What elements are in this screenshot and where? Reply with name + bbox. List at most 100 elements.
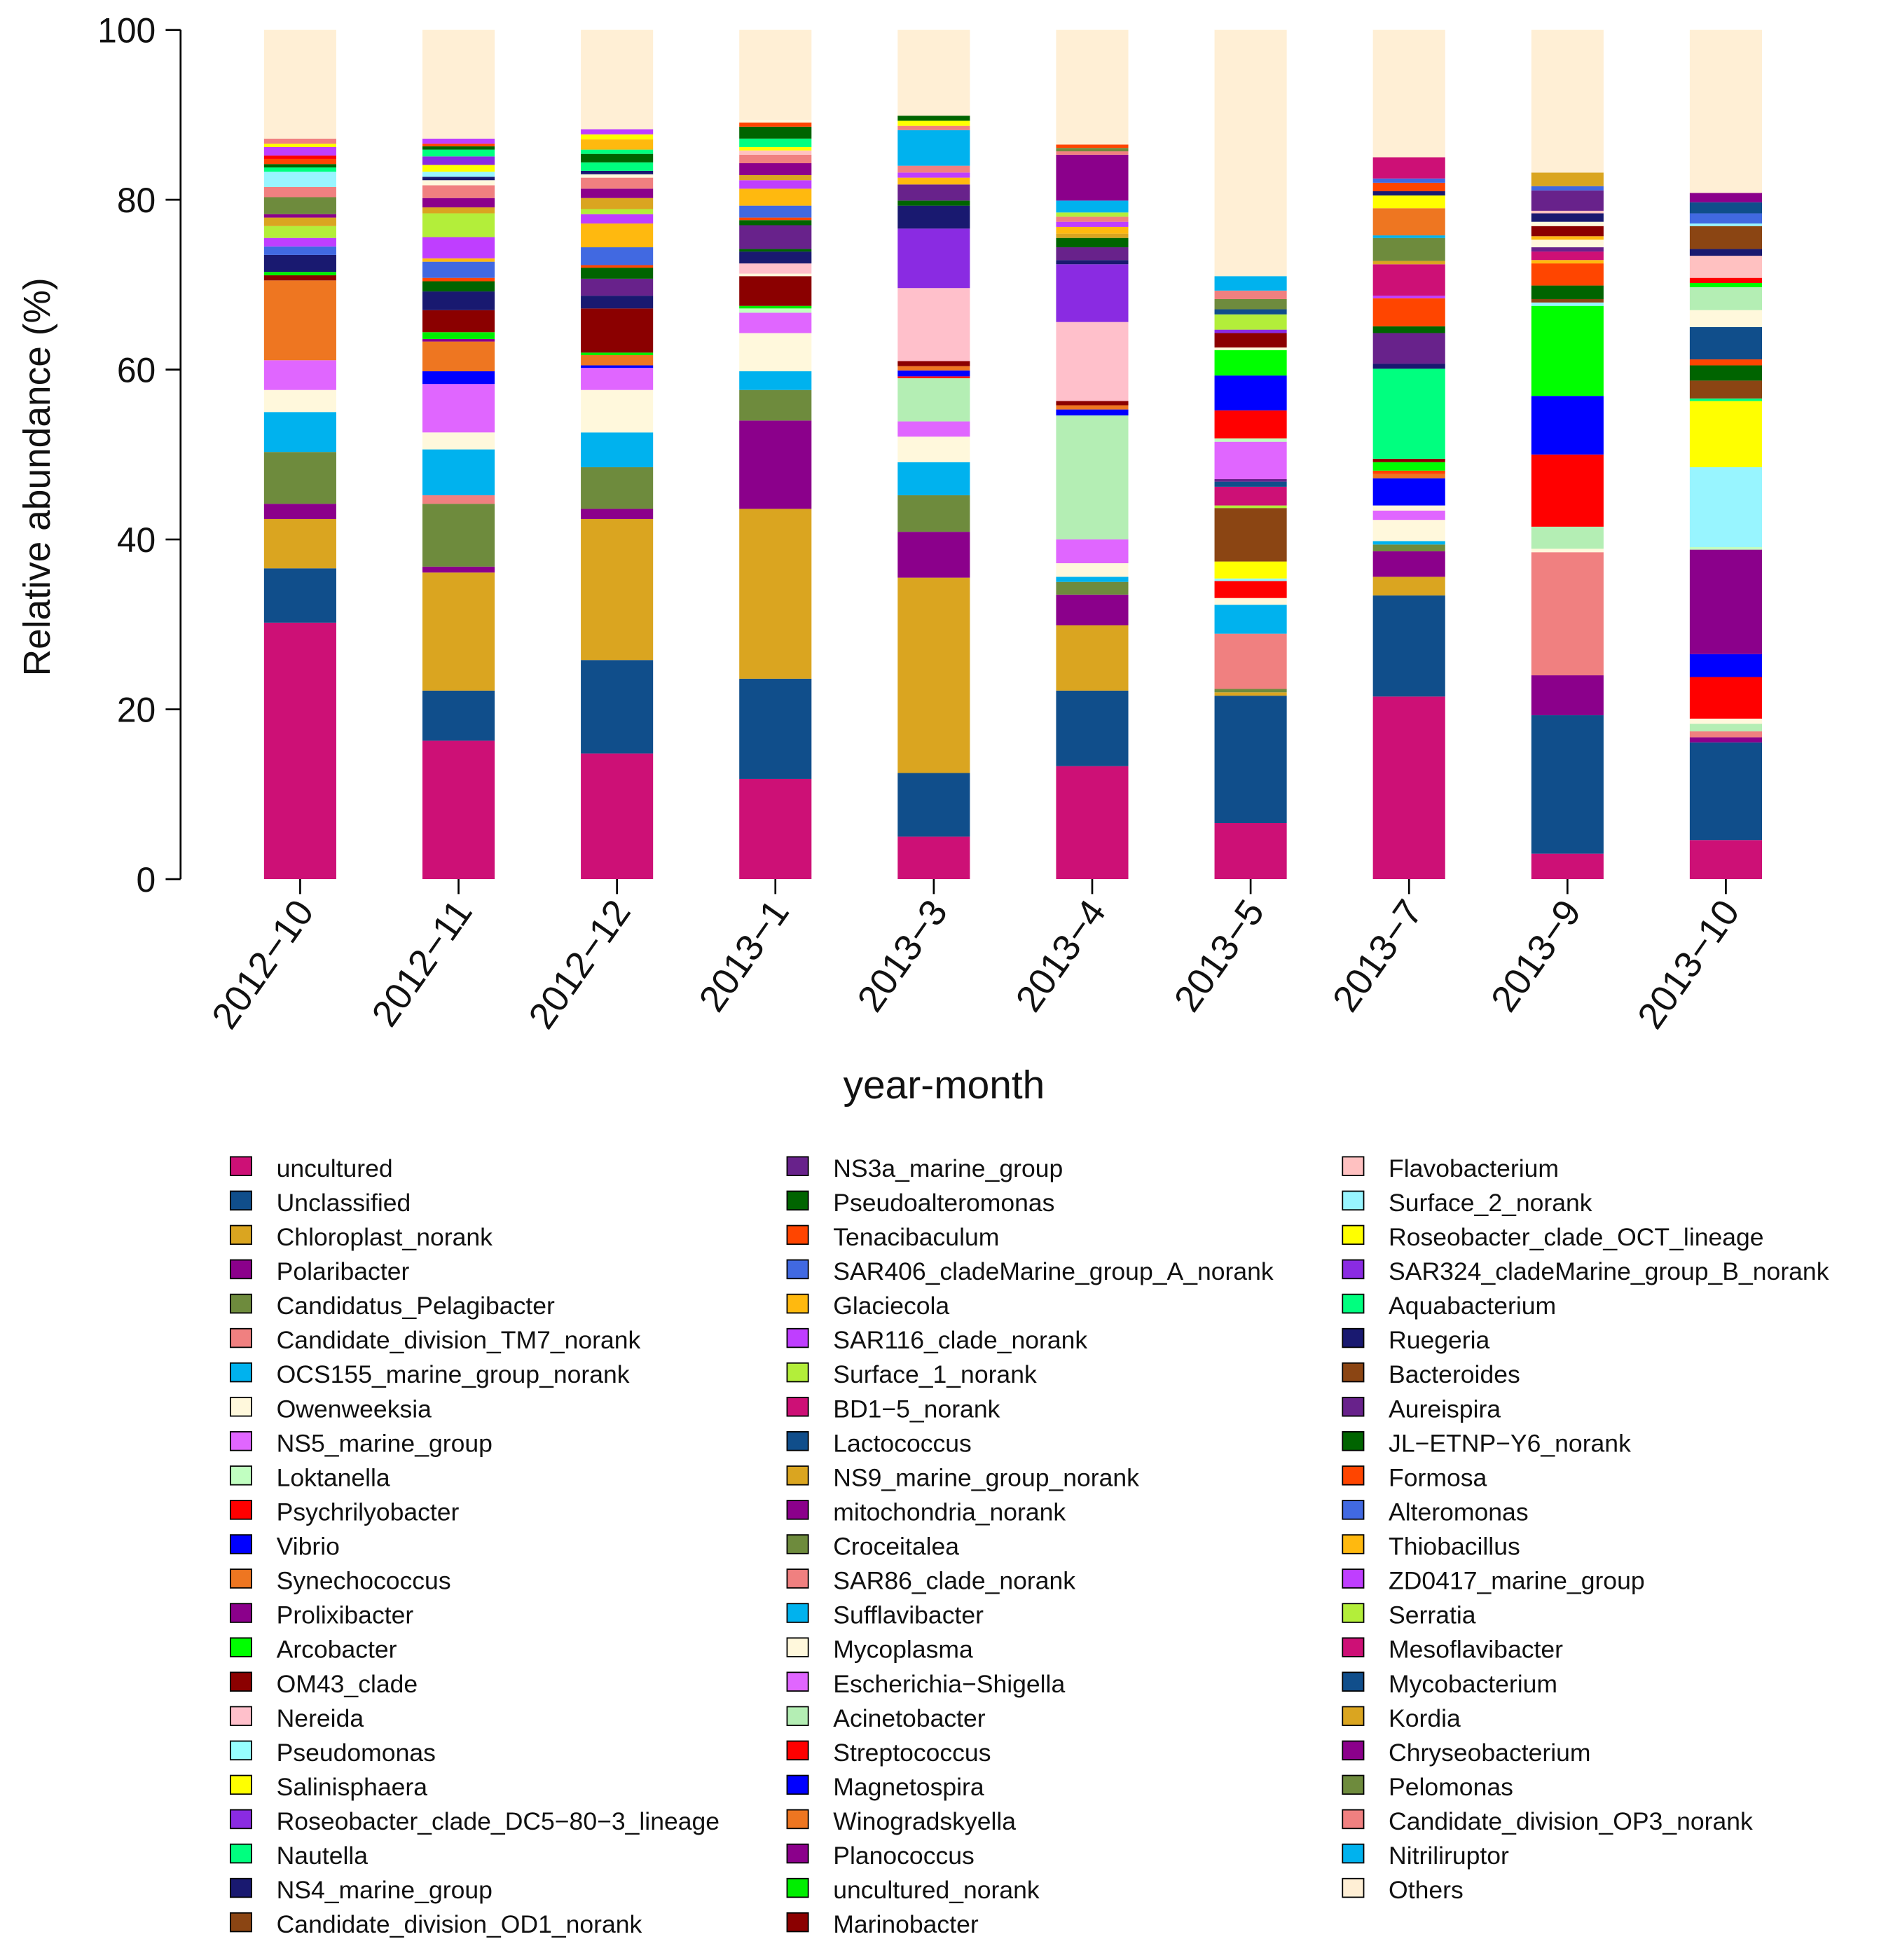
bar-segment-formosa	[1689, 359, 1762, 366]
bar-segment-bacteroides	[1689, 226, 1762, 249]
bar-segment-ocs155-marine-group-norank	[1372, 541, 1445, 545]
legend-item: Kordia	[1342, 1704, 1461, 1732]
legend-item: Others	[1342, 1876, 1464, 1904]
bar-segment-unclassified	[1372, 595, 1445, 697]
bar-segment-surface-1-norank	[581, 209, 654, 214]
bar-segment-sar116-clade-norank	[739, 180, 812, 189]
bar-segment-mesoflavibacter	[1531, 251, 1604, 261]
legend-item: Roseobacter_clade_OCT_lineage	[1342, 1223, 1764, 1251]
legend-label: Thiobacillus	[1389, 1533, 1520, 1561]
bar-segment-vibrio	[1689, 654, 1762, 677]
bar-segment-jl-etnp-y6-norank	[422, 281, 495, 292]
bar-segment-others	[739, 29, 812, 120]
bar-segment-streptococcus	[263, 156, 336, 159]
legend-item: Serratia	[1342, 1601, 1476, 1629]
legend-swatch	[229, 1396, 252, 1417]
legend-item: Candidate_division_OP3_norank	[1342, 1807, 1753, 1835]
legend-label: Lactococcus	[833, 1429, 972, 1457]
legend-item: Roseobacter_clade_DC5−80−3_lineage	[229, 1807, 720, 1835]
bar-segment-ruegeria	[1689, 249, 1762, 256]
bar-segment-owenweeksia	[1689, 718, 1762, 724]
bar-segment-kordia	[1056, 233, 1129, 238]
bar-segment-ns5-marine-group	[422, 384, 495, 433]
legend-swatch	[786, 1224, 809, 1245]
legend-swatch	[786, 1396, 809, 1417]
legend-swatch	[786, 1568, 809, 1589]
legend-swatch	[229, 1534, 252, 1554]
legend-swatch	[786, 1637, 809, 1657]
bar-segment-uncultured	[1214, 822, 1287, 880]
bar-segment-sar116-clade-norank	[263, 237, 336, 247]
bar-segment-ocs155-marine-group-norank	[1214, 605, 1287, 634]
legend-label: Candidate_division_OD1_norank	[277, 1910, 642, 1938]
bar-segment-om43-clade	[1372, 458, 1445, 462]
legend-label: Planococcus	[833, 1842, 975, 1870]
legend-swatch	[786, 1912, 809, 1933]
bar-segment-unclassified	[739, 678, 812, 779]
bar-segment-arcobacter	[1531, 305, 1604, 396]
legend-item: SAR86_clade_norank	[786, 1567, 1075, 1595]
legend-label: Candidatus_Pelagibacter	[277, 1292, 555, 1320]
legend-label: SAR86_clade_norank	[833, 1567, 1075, 1595]
bar-segment-mitochondria-norank	[422, 338, 495, 342]
bar-segment-owenweeksia	[1689, 310, 1762, 327]
bar-segment-polaribacter	[1056, 154, 1129, 201]
legend-label: Kordia	[1389, 1704, 1461, 1732]
legend-item: Aquabacterium	[1342, 1292, 1556, 1320]
legend-swatch	[229, 1877, 252, 1898]
legend-swatch	[786, 1156, 809, 1176]
bar-segment-thiobacillus	[1531, 260, 1604, 264]
legend-swatch	[229, 1293, 252, 1314]
legend-swatch	[1342, 1740, 1365, 1761]
bar-segment-sar406-clademarine-group-a-norank	[739, 205, 812, 218]
x-tick-label: 2013−7	[1325, 892, 1431, 1019]
legend-swatch	[786, 1327, 809, 1348]
bar-segment-polaribacter	[581, 509, 654, 519]
bar-segment-glaciecola	[581, 223, 654, 248]
bar-segment-ocs155-marine-group-norank	[263, 412, 336, 453]
legend-swatch	[229, 1809, 252, 1830]
bar-segment-glaciecola	[897, 177, 970, 185]
bar-segment-nereida	[897, 288, 970, 361]
legend-swatch	[1342, 1396, 1365, 1417]
bar-segment-polaribacter	[422, 566, 495, 573]
legend-swatch	[1342, 1603, 1365, 1623]
legend-label: Arcobacter	[277, 1636, 397, 1664]
bar-segment-polaribacter	[739, 420, 812, 509]
legend-label: Psychrilyobacter	[277, 1498, 460, 1526]
bar-segment-owenweeksia	[1531, 548, 1604, 553]
bar-segment-loktanella	[1689, 546, 1762, 550]
legend-label: Owenweeksia	[277, 1395, 432, 1423]
bar-segment-ruegeria	[581, 170, 654, 174]
legend-label: SAR324_cladeMarine_group_B_norank	[1389, 1257, 1829, 1285]
legend-item: Alteromonas	[1342, 1498, 1529, 1526]
bar-segment-jl-etnp-y6-norank	[739, 249, 812, 252]
bar-segment-ns9-marine-group-norank	[263, 217, 336, 226]
bar-segment-sar406-clademarine-group-a-norank	[422, 261, 495, 278]
legend-item: Candidatus_Pelagibacter	[229, 1292, 555, 1320]
bar-segment-chloroplast-norank	[1214, 692, 1287, 696]
bar-segment-owenweeksia	[581, 389, 654, 433]
bar-segment-salinisphaera	[897, 120, 970, 126]
bar-segment-kordia	[1531, 172, 1604, 186]
bar-segment-arcobacter	[1689, 282, 1762, 288]
bar-segment-surface-2-norank	[1689, 223, 1762, 226]
legend-label: SAR116_clade_norank	[833, 1326, 1087, 1354]
legend-item: Streptococcus	[786, 1739, 991, 1767]
legend-label: Surface_1_norank	[833, 1360, 1037, 1388]
bar-segment-om43-clade	[897, 361, 970, 366]
bar-segment-unclassified	[581, 660, 654, 754]
legend-label: BD1−5_norank	[833, 1395, 1000, 1423]
y-axis: 0 20 40 60 80 100	[97, 11, 182, 899]
bar-segment-sar86-clade-norank	[422, 185, 495, 198]
bar-segment-uncultured	[897, 836, 970, 880]
bar-segment-owenweeksia	[739, 333, 812, 372]
bar-segment-polaribacter	[1689, 549, 1762, 654]
legend-item: Marinobacter	[786, 1910, 979, 1938]
bar-segment-synechococcus	[581, 354, 654, 366]
legend-item: Unclassified	[229, 1189, 411, 1217]
bar-segment-vibrio	[1056, 409, 1129, 416]
bar-2013-7	[1372, 29, 1445, 880]
bar-segment-uncultured-norank	[263, 272, 336, 276]
y-tick-label: 100	[97, 11, 156, 50]
